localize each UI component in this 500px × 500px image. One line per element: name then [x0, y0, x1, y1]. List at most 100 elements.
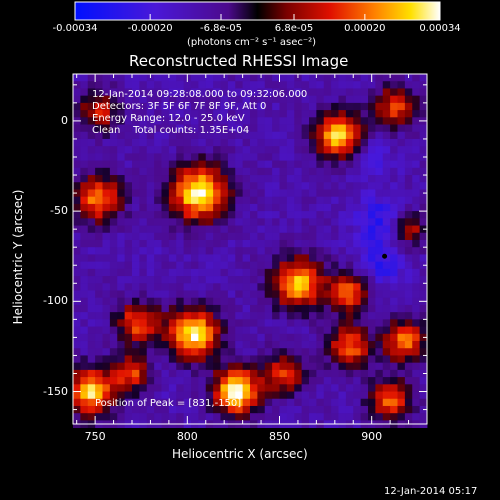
heatmap-cell [412, 247, 421, 255]
heatmap-cell [309, 341, 317, 349]
heatmap-cell [168, 398, 177, 407]
heatmap-cell [353, 225, 362, 234]
heatmap-cell [382, 146, 391, 154]
heatmap-cell [368, 95, 376, 104]
heatmap-cell [198, 74, 207, 82]
heatmap-cell [323, 261, 332, 270]
heatmap-cell [382, 117, 391, 125]
heatmap-cell [154, 175, 162, 183]
heatmap-cell [176, 153, 185, 161]
heatmap-cell [102, 232, 111, 241]
heatmap-cell [316, 348, 325, 356]
heatmap-cell [176, 182, 185, 190]
heatmap-cell [154, 319, 162, 327]
heatmap-cell [360, 175, 369, 183]
heatmap-cell [124, 160, 133, 169]
heatmap-cell [146, 261, 155, 270]
heatmap-cell [198, 369, 207, 378]
heatmap-cell [227, 160, 236, 169]
heatmap-cell [264, 268, 273, 277]
heatmap-cell [338, 88, 347, 97]
heatmap-cell [397, 312, 406, 320]
heatmap-cell [191, 81, 199, 89]
heatmap-cell [146, 102, 155, 111]
heatmap-cell [242, 312, 251, 320]
heatmap-cell [316, 276, 325, 284]
heatmap-cell [301, 218, 310, 226]
heatmap-cell [412, 74, 421, 82]
heatmap-cell [213, 232, 221, 241]
heatmap-cell [205, 138, 214, 147]
heatmap-cell [272, 391, 280, 400]
heatmap-cell [412, 304, 421, 313]
heatmap-cell [213, 189, 221, 198]
heatmap-cell [286, 74, 295, 82]
heatmap-cell [257, 247, 266, 255]
heatmap-cell [124, 326, 133, 335]
heatmap-cell [309, 175, 317, 183]
heatmap-cell [279, 131, 288, 140]
heatmap-cell [132, 110, 140, 118]
heatmap-cell [87, 319, 96, 327]
heatmap-cell [382, 369, 391, 378]
heatmap-cell [220, 384, 229, 392]
heatmap-cell [80, 232, 89, 241]
heatmap-cell [375, 218, 384, 226]
heatmap-cell [412, 362, 421, 371]
heatmap-cell [294, 398, 303, 407]
heatmap-cell [250, 312, 258, 320]
heatmap-cell [198, 232, 207, 241]
heatmap-cell [80, 384, 89, 392]
colorbar-tick-label: -0.00020 [127, 23, 173, 34]
heatmap-cell [154, 247, 162, 255]
heatmap-cell [213, 102, 221, 111]
heatmap-cell [242, 124, 251, 133]
y-tick-label: -50 [50, 204, 68, 218]
heatmap-cell [154, 369, 162, 378]
heatmap-cell [117, 290, 126, 299]
heatmap-cell [168, 81, 177, 89]
heatmap-cell [250, 117, 258, 125]
heatmap-cell [294, 203, 303, 212]
heatmap-cell [316, 203, 325, 212]
heatmap-cell [183, 283, 192, 291]
heatmap-cell [102, 276, 111, 284]
heatmap-cell [183, 362, 192, 371]
heatmap-cell [316, 290, 325, 299]
heatmap-cell [412, 81, 421, 89]
heatmap-cell [316, 182, 325, 190]
heatmap-cell [235, 377, 244, 385]
heatmap-cell [404, 254, 413, 263]
heatmap-cell [390, 153, 398, 161]
heatmap-cell [139, 384, 148, 392]
heatmap-cell [316, 74, 325, 82]
heatmap-cell [161, 189, 170, 198]
heatmap-cell [198, 398, 207, 407]
heatmap-cell [213, 182, 221, 190]
heatmap-cell [146, 196, 155, 205]
heatmap-cell [242, 369, 251, 378]
heatmap-cell [382, 297, 391, 306]
heatmap-cell [375, 110, 384, 118]
heatmap-cell [279, 283, 288, 291]
x-axis-label: Heliocentric X (arcsec) [172, 447, 308, 461]
heatmap-cell [382, 304, 391, 313]
heatmap-cell [309, 254, 317, 263]
heatmap-cell [272, 167, 280, 176]
heatmap-cell [198, 196, 207, 205]
heatmap-cell [109, 232, 118, 241]
heatmap-cell [168, 348, 177, 356]
heatmap-cell [272, 268, 280, 277]
heatmap-cell [323, 110, 332, 118]
heatmap-cell [353, 391, 362, 400]
heatmap-cell [191, 254, 199, 263]
heatmap-cell [168, 182, 177, 190]
heatmap-cell [176, 304, 185, 313]
heatmap-cell [309, 247, 317, 255]
heatmap-cell [198, 355, 207, 364]
heatmap-cell [227, 319, 236, 327]
heatmap-cell [95, 362, 103, 371]
heatmap-cell [205, 203, 214, 212]
heatmap-cell [161, 196, 170, 205]
heatmap-cell [73, 319, 81, 327]
